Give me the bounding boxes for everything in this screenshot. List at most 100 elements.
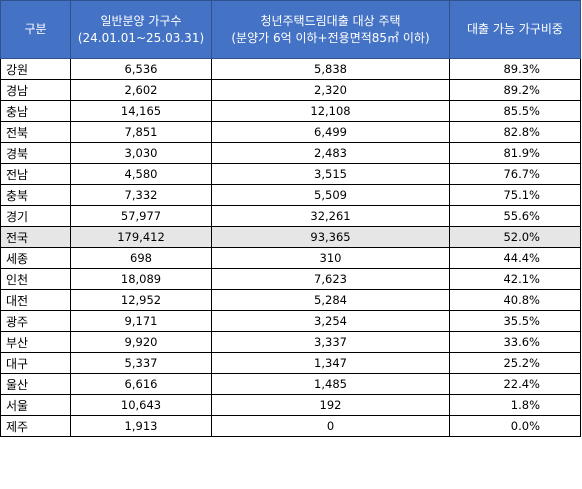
loan-ratio-cell: 89.2%: [449, 79, 581, 101]
loan-ratio-cell: 55.6%: [449, 205, 581, 227]
table-row: 제주 1,913 0 0.0%: [0, 415, 581, 437]
table-row: 광주 9,171 3,254 35.5%: [0, 310, 581, 332]
loan-ratio-cell: 35.5%: [449, 310, 581, 332]
table-row: 충북 7,332 5,509 75.1%: [0, 184, 581, 206]
region-cell: 전북: [0, 121, 71, 143]
general-supply-cell: 698: [70, 247, 212, 269]
table-row: 경남 2,602 2,320 89.2%: [0, 79, 581, 101]
header-general-supply: 일반분양 가구수 (24.01.01~25.03.31): [70, 0, 212, 59]
loan-ratio-cell: 42.1%: [449, 268, 581, 290]
youth-loan-target-cell: 3,515: [211, 163, 450, 185]
loan-ratio-cell: 85.5%: [449, 100, 581, 122]
loan-ratio-cell: 89.3%: [449, 58, 581, 80]
general-supply-cell: 7,332: [70, 184, 212, 206]
youth-loan-target-cell: 7,623: [211, 268, 450, 290]
general-supply-cell: 7,851: [70, 121, 212, 143]
general-supply-cell: 9,171: [70, 310, 212, 332]
youth-loan-target-cell: 1,347: [211, 352, 450, 374]
table-row: 부산 9,920 3,337 33.6%: [0, 331, 581, 353]
general-supply-cell: 2,602: [70, 79, 212, 101]
loan-ratio-cell: 33.6%: [449, 331, 581, 353]
general-supply-cell: 6,616: [70, 373, 212, 395]
region-cell: 충북: [0, 184, 71, 206]
general-supply-cell: 9,920: [70, 331, 212, 353]
header-youth-line1: 청년주택드림대출 대상 주택: [260, 13, 401, 28]
youth-loan-target-cell: 192: [211, 394, 450, 416]
region-cell: 대전: [0, 289, 71, 311]
general-supply-cell: 3,030: [70, 142, 212, 164]
loan-ratio-cell: 40.8%: [449, 289, 581, 311]
youth-loan-target-cell: 0: [211, 415, 450, 437]
table-row: 전남 4,580 3,515 76.7%: [0, 163, 581, 185]
youth-loan-target-cell: 12,108: [211, 100, 450, 122]
youth-loan-target-cell: 5,284: [211, 289, 450, 311]
table-header: 구분 일반분양 가구수 (24.01.01~25.03.31) 청년주택드림대출…: [0, 0, 581, 59]
region-cell: 전국: [0, 226, 71, 248]
region-cell: 부산: [0, 331, 71, 353]
table-row: 서울 10,643 192 1.8%: [0, 394, 581, 416]
general-supply-cell: 10,643: [70, 394, 212, 416]
loan-ratio-cell: 44.4%: [449, 247, 581, 269]
header-loan-ratio: 대출 가능 가구비중: [449, 0, 581, 59]
header-general-line2: (24.01.01~25.03.31): [77, 30, 205, 45]
header-ratio-label: 대출 가능 가구비중: [467, 22, 563, 36]
loan-ratio-cell: 25.2%: [449, 352, 581, 374]
region-cell: 경기: [0, 205, 71, 227]
youth-loan-target-cell: 32,261: [211, 205, 450, 227]
loan-ratio-cell: 75.1%: [449, 184, 581, 206]
table-row: 세종 698 310 44.4%: [0, 247, 581, 269]
region-cell: 울산: [0, 373, 71, 395]
table-row: 울산 6,616 1,485 22.4%: [0, 373, 581, 395]
region-cell: 경북: [0, 142, 71, 164]
loan-ratio-cell: 1.8%: [449, 394, 581, 416]
youth-loan-target-cell: 2,483: [211, 142, 450, 164]
youth-loan-target-cell: 3,337: [211, 331, 450, 353]
region-cell: 전남: [0, 163, 71, 185]
table-row: 대전 12,952 5,284 40.8%: [0, 289, 581, 311]
youth-loan-target-cell: 1,485: [211, 373, 450, 395]
table-row: 인천 18,089 7,623 42.1%: [0, 268, 581, 290]
housing-loan-table: 구분 일반분양 가구수 (24.01.01~25.03.31) 청년주택드림대출…: [0, 0, 581, 437]
general-supply-cell: 57,977: [70, 205, 212, 227]
table-row: 대구 5,337 1,347 25.2%: [0, 352, 581, 374]
header-youth-line2: (분양가 6억 이하+전용면적85㎡ 이하): [231, 30, 430, 45]
general-supply-cell: 14,165: [70, 100, 212, 122]
table-row: 경북 3,030 2,483 81.9%: [0, 142, 581, 164]
region-cell: 서울: [0, 394, 71, 416]
region-cell: 대구: [0, 352, 71, 374]
youth-loan-target-cell: 6,499: [211, 121, 450, 143]
region-cell: 강원: [0, 58, 71, 80]
header-youth-loan-target: 청년주택드림대출 대상 주택 (분양가 6억 이하+전용면적85㎡ 이하): [211, 0, 450, 59]
general-supply-cell: 6,536: [70, 58, 212, 80]
header-region: 구분: [0, 0, 71, 59]
loan-ratio-cell: 82.8%: [449, 121, 581, 143]
loan-ratio-cell: 52.0%: [449, 226, 581, 248]
header-general-line1: 일반분양 가구수: [100, 13, 182, 28]
region-cell: 충남: [0, 100, 71, 122]
youth-loan-target-cell: 93,365: [211, 226, 450, 248]
general-supply-cell: 18,089: [70, 268, 212, 290]
header-region-label: 구분: [24, 22, 47, 36]
region-cell: 제주: [0, 415, 71, 437]
youth-loan-target-cell: 5,509: [211, 184, 450, 206]
region-cell: 광주: [0, 310, 71, 332]
table-row: 경기 57,977 32,261 55.6%: [0, 205, 581, 227]
general-supply-cell: 4,580: [70, 163, 212, 185]
general-supply-cell: 5,337: [70, 352, 212, 374]
loan-ratio-cell: 0.0%: [449, 415, 581, 437]
table-body: 강원 6,536 5,838 89.3% 경남 2,602 2,320 89.2% 충남 14,1…: [0, 58, 581, 437]
region-cell: 인천: [0, 268, 71, 290]
youth-loan-target-cell: 5,838: [211, 58, 450, 80]
table-row: 강원 6,536 5,838 89.3%: [0, 58, 581, 80]
youth-loan-target-cell: 2,320: [211, 79, 450, 101]
region-cell: 경남: [0, 79, 71, 101]
table-row: 충남 14,165 12,108 85.5%: [0, 100, 581, 122]
region-cell: 세종: [0, 247, 71, 269]
loan-ratio-cell: 76.7%: [449, 163, 581, 185]
table-row: 전국 179,412 93,365 52.0%: [0, 226, 581, 248]
youth-loan-target-cell: 3,254: [211, 310, 450, 332]
general-supply-cell: 12,952: [70, 289, 212, 311]
header-row: 구분 일반분양 가구수 (24.01.01~25.03.31) 청년주택드림대출…: [0, 0, 581, 59]
youth-loan-target-cell: 310: [211, 247, 450, 269]
general-supply-cell: 1,913: [70, 415, 212, 437]
